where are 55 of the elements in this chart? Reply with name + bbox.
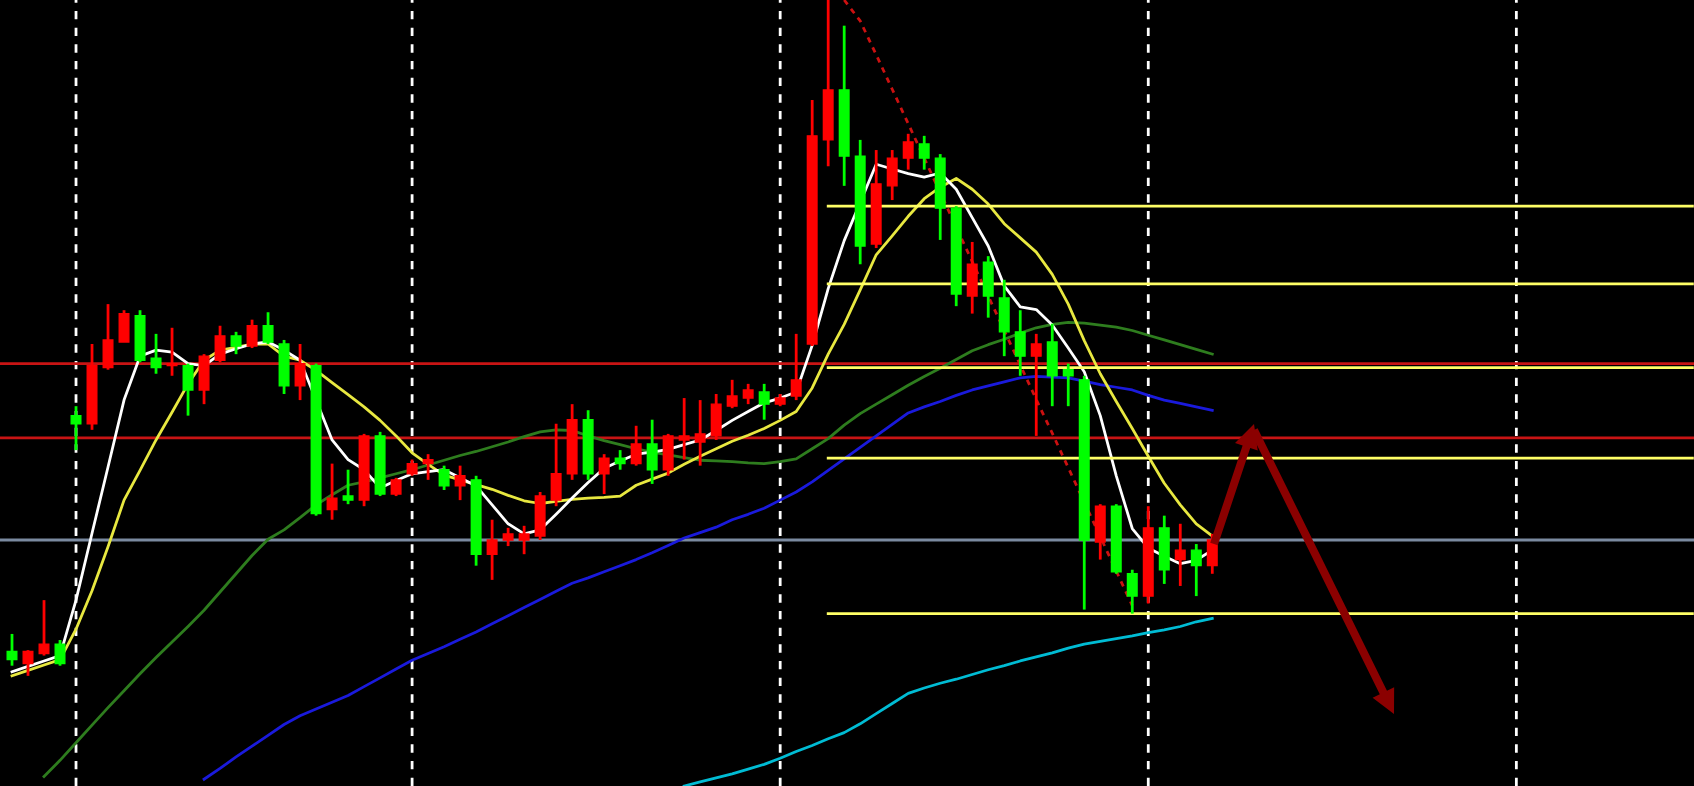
candlestick xyxy=(262,310,274,346)
candlestick xyxy=(902,132,914,172)
candlestick xyxy=(1174,522,1186,588)
candlestick xyxy=(790,332,802,402)
candlestick xyxy=(710,392,722,442)
candlestick xyxy=(278,338,290,396)
candlestick xyxy=(1094,502,1106,561)
candlestick xyxy=(294,342,306,402)
candlestick xyxy=(742,382,754,406)
candlestick xyxy=(1126,568,1138,616)
candlestick xyxy=(1014,308,1026,378)
candlestick xyxy=(70,404,82,452)
candlestick xyxy=(486,518,498,582)
candlestick xyxy=(694,398,706,468)
candlestick xyxy=(1158,514,1170,586)
candlestick xyxy=(662,432,674,478)
candlestick xyxy=(1190,542,1202,598)
candlestick xyxy=(726,378,738,410)
candlestick xyxy=(214,324,226,364)
candlestick xyxy=(166,326,178,378)
candlestick xyxy=(966,240,978,315)
candlestick xyxy=(550,422,562,508)
candlestick xyxy=(758,382,770,422)
candlestick xyxy=(678,396,690,461)
candlestick xyxy=(1062,362,1074,408)
candlestick xyxy=(102,302,114,372)
candlestick xyxy=(118,308,130,344)
candlestick xyxy=(134,308,146,364)
candlestick xyxy=(502,526,514,548)
candlestick xyxy=(534,490,546,542)
candlestick xyxy=(614,448,626,472)
candlestick xyxy=(342,468,354,506)
candlestick xyxy=(150,332,162,376)
candlestick xyxy=(198,352,210,406)
candlestick xyxy=(1046,322,1058,408)
candlestick xyxy=(438,464,450,492)
candlestick xyxy=(454,464,466,502)
candlestick xyxy=(326,462,338,522)
candlestick xyxy=(630,424,642,468)
candlestick xyxy=(982,254,994,320)
candlestick xyxy=(22,648,34,678)
candlestick xyxy=(1030,332,1042,438)
candlestick xyxy=(54,638,66,668)
candlestick xyxy=(422,452,434,482)
candlestick xyxy=(886,148,898,202)
candlestick xyxy=(38,598,50,657)
candlestick xyxy=(390,476,402,498)
candlestick xyxy=(646,418,658,486)
candlestick xyxy=(246,318,258,350)
candlestick xyxy=(182,362,194,418)
candlestick xyxy=(918,134,930,172)
candlestick xyxy=(998,278,1010,358)
candlestick xyxy=(518,524,530,556)
candlestick xyxy=(230,330,242,356)
candlestick xyxy=(598,452,610,496)
